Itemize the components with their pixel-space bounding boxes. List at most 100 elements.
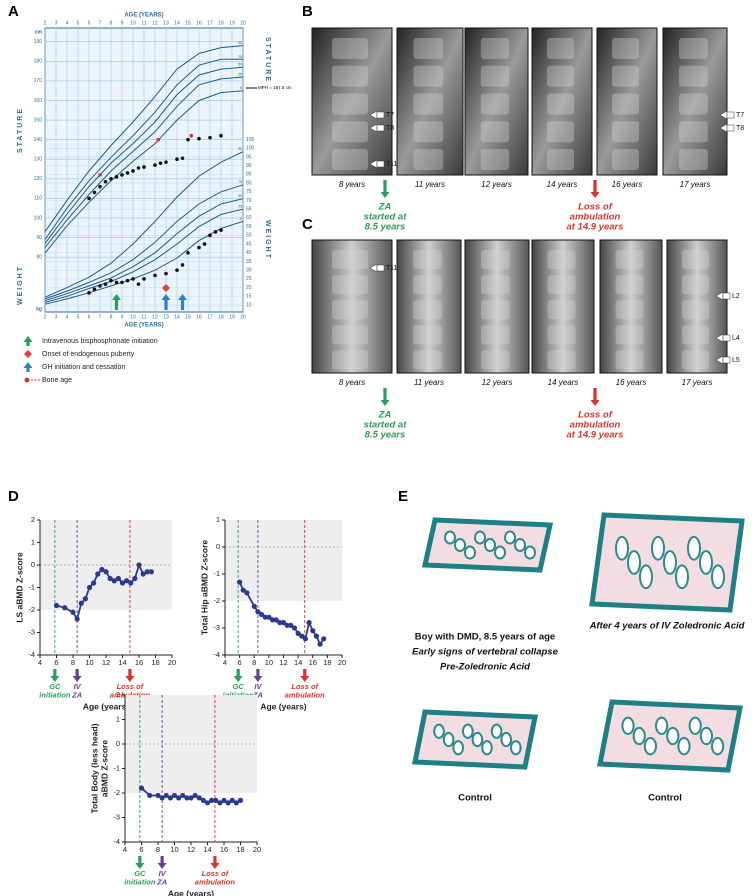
y2-tick-label: 50: [246, 233, 252, 239]
data-point: [295, 630, 301, 637]
x-tick-label: 18: [236, 845, 244, 854]
x-tick-label: 8: [156, 845, 160, 854]
vertebra-shape: [413, 148, 444, 170]
panel-label: A: [8, 3, 19, 20]
vertebra-shape: [615, 350, 644, 370]
trabecula: [675, 564, 689, 590]
data-point: [240, 587, 246, 593]
x-tick-label: 4: [38, 658, 42, 667]
x-tick-label: 6: [88, 20, 91, 26]
trabecula: [639, 564, 653, 590]
y2-tick-label: 85: [246, 172, 252, 178]
vertebra-label: T8: [736, 125, 744, 132]
vertebra-shape: [679, 93, 708, 115]
data-point: [114, 175, 119, 179]
x-tick-label: 12: [187, 845, 195, 854]
y-tick-label: 170: [34, 78, 43, 84]
data-point: [219, 228, 223, 232]
event-label: IV: [159, 869, 167, 878]
data-point: [128, 580, 134, 586]
data-point: [176, 795, 182, 801]
legend-icon: [24, 377, 30, 383]
data-point: [111, 578, 117, 584]
x-tick-label: 11: [141, 20, 146, 26]
trabecula: [627, 550, 641, 575]
data-point: [175, 157, 179, 162]
y-tick-label: -2: [28, 605, 35, 614]
data-point: [109, 177, 113, 181]
data-point: [147, 792, 153, 799]
x-tick-label: 9: [121, 314, 124, 320]
data-point: [70, 609, 76, 615]
event-label: initiation: [124, 877, 156, 886]
y2-tick-label: 65: [246, 207, 252, 213]
caption: Control: [458, 793, 492, 804]
x-axis-label: Age (years): [83, 701, 129, 711]
data-point: [262, 614, 268, 620]
vertebra-shape: [612, 148, 639, 170]
y-tick-label: -4: [113, 837, 120, 846]
data-point: [204, 800, 211, 806]
event-marker: [162, 284, 170, 292]
caption: Boy with DMD, 8.5 years of age: [415, 632, 555, 643]
vertebra-shape: [332, 93, 368, 115]
panel-label: B: [302, 3, 313, 20]
vertebra-shape: [547, 325, 576, 345]
x-tick-label: 19: [229, 314, 235, 320]
data-point: [321, 636, 327, 642]
x-tick-label: 12: [102, 658, 110, 667]
vertebra-shape: [679, 38, 708, 59]
data-point: [103, 282, 108, 286]
data-point: [188, 795, 194, 801]
x-tick-label: 14: [118, 658, 126, 667]
data-point: [258, 611, 265, 618]
vertebra-shape: [332, 275, 368, 295]
vertebra-shape: [413, 121, 444, 143]
vertebra-shape: [413, 275, 442, 295]
vertebra-shape: [481, 300, 510, 320]
age-label: 12 years: [481, 180, 512, 189]
legend-label: Bone age: [42, 377, 72, 384]
y-tick-label: 80: [36, 254, 42, 260]
data-point: [131, 169, 135, 173]
y2-tick-label: 70: [246, 198, 252, 204]
percentile-label: 25: [238, 72, 242, 76]
vertebra-shape: [481, 275, 510, 295]
timeline-label: at 14.9 years: [566, 222, 623, 233]
percentile-curve: [44, 58, 243, 240]
trabecula: [471, 731, 484, 748]
trabecula: [699, 550, 713, 575]
x-tick-label: 9: [121, 20, 124, 26]
x-tick-label: 16: [220, 845, 228, 854]
event-label: initiation: [223, 690, 255, 699]
vertebra-shape: [480, 93, 510, 115]
event-label: ambulation: [110, 690, 150, 699]
data-point: [280, 620, 287, 626]
y-tick-label: -2: [113, 788, 120, 797]
y-tick-label: -3: [213, 623, 220, 632]
data-point: [98, 173, 102, 177]
data-point: [95, 571, 101, 577]
data-point: [202, 242, 207, 246]
y-unit: cm: [35, 29, 43, 35]
event-arrow: [253, 669, 263, 682]
trabecula: [454, 538, 466, 552]
data-point: [225, 800, 231, 806]
panel-label: E: [398, 488, 408, 505]
x-axis-label: Age (years): [168, 888, 214, 896]
pointer-box: [726, 111, 735, 119]
data-point: [163, 792, 169, 799]
vertebra-shape: [682, 350, 709, 370]
trabecula: [444, 530, 456, 545]
event-label: GC: [233, 682, 245, 691]
radiograph: [666, 239, 728, 374]
x-tick-label: 17: [207, 314, 213, 320]
data-point: [136, 282, 141, 286]
y-tick-label: 110: [34, 196, 42, 202]
caption: Early signs of vertebral collapse: [412, 647, 558, 658]
data-point: [98, 184, 102, 189]
vertebra-shape: [481, 325, 510, 345]
radiograph: [662, 27, 728, 176]
y-tick-label: 1: [116, 714, 120, 723]
trabecula: [651, 535, 665, 561]
